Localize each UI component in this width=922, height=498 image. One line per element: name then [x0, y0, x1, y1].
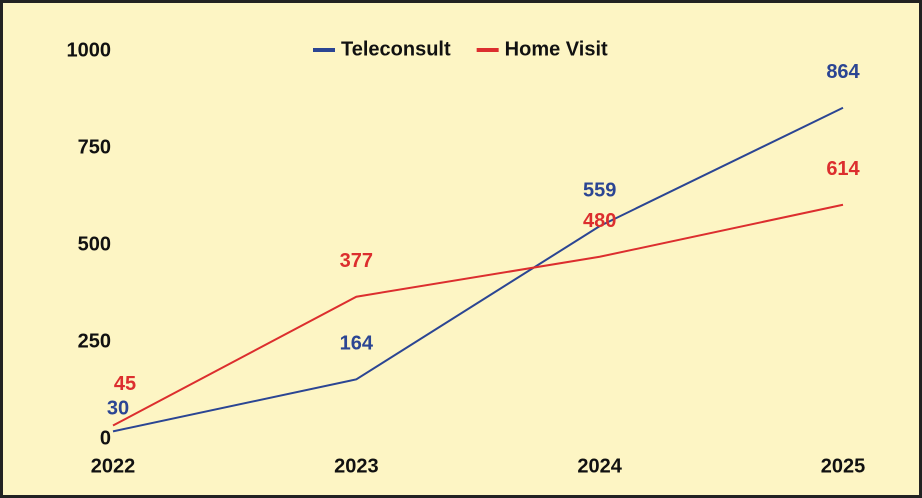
data-label: 164 — [340, 333, 374, 355]
data-label: 480 — [583, 210, 616, 232]
data-label: 377 — [340, 250, 373, 272]
x-tick-label: 2022 — [91, 455, 136, 477]
data-label: 45 — [114, 373, 136, 395]
y-tick-label: 500 — [78, 233, 111, 255]
y-tick-label: 0 — [100, 427, 111, 449]
x-tick-label: 2025 — [821, 455, 866, 477]
data-label: 30 — [107, 398, 129, 420]
y-tick-label: 750 — [78, 136, 111, 158]
line — [112, 203, 844, 427]
y-tick-label: 250 — [78, 330, 111, 352]
legend-label: Home Visit — [505, 38, 608, 60]
data-label: 864 — [826, 61, 860, 83]
data-label: 614 — [826, 158, 860, 180]
line — [112, 106, 844, 433]
x-tick-label: 2024 — [577, 455, 622, 477]
x-tick-label: 2023 — [334, 455, 379, 477]
legend-label: Teleconsult — [341, 38, 451, 60]
y-tick-label: 1000 — [67, 39, 112, 61]
data-label: 559 — [583, 179, 616, 201]
